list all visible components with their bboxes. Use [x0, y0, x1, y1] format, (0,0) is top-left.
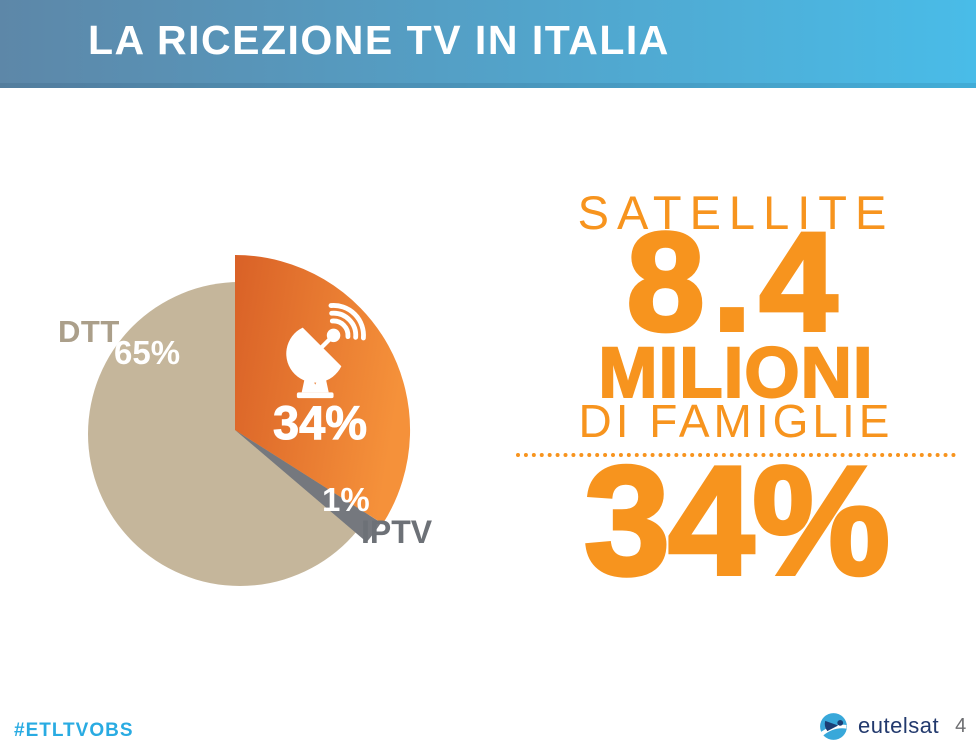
eutelsat-logo: eutelsat 4	[818, 708, 966, 744]
stat-unit-line: MILIONI	[597, 334, 874, 413]
stat-sub-line: DI FAMIGLIE	[578, 395, 894, 447]
eutelsat-logo-icon	[820, 712, 847, 740]
stat-panel: SATELLITE 8.4 MILIONI DI FAMIGLIE 34%	[496, 0, 976, 700]
page-title: LA RICEZIONE TV IN ITALIA	[88, 17, 670, 63]
pie-chart: DTT 65% 34% 1% IPTV	[55, 240, 485, 650]
satellite-dish-icon	[286, 303, 366, 399]
page-number: 4	[955, 714, 967, 737]
eutelsat-wordmark: eutelsat	[858, 713, 940, 738]
dtt-value: 65%	[114, 334, 181, 371]
stat-percent: 34%	[582, 434, 892, 607]
stat-heading: SATELLITE	[577, 186, 895, 239]
iptv-value: 1%	[322, 481, 370, 518]
stat-big-number: 8.4	[625, 203, 846, 360]
dotted-divider	[516, 453, 956, 457]
hashtag: #ETLTVOBS	[14, 720, 134, 741]
dtt-label: DTT	[58, 314, 120, 349]
satellite-value: 34%	[272, 396, 368, 449]
header-bar: LA RICEZIONE TV IN ITALIA	[0, 0, 976, 88]
iptv-label: IPTV	[361, 514, 433, 550]
